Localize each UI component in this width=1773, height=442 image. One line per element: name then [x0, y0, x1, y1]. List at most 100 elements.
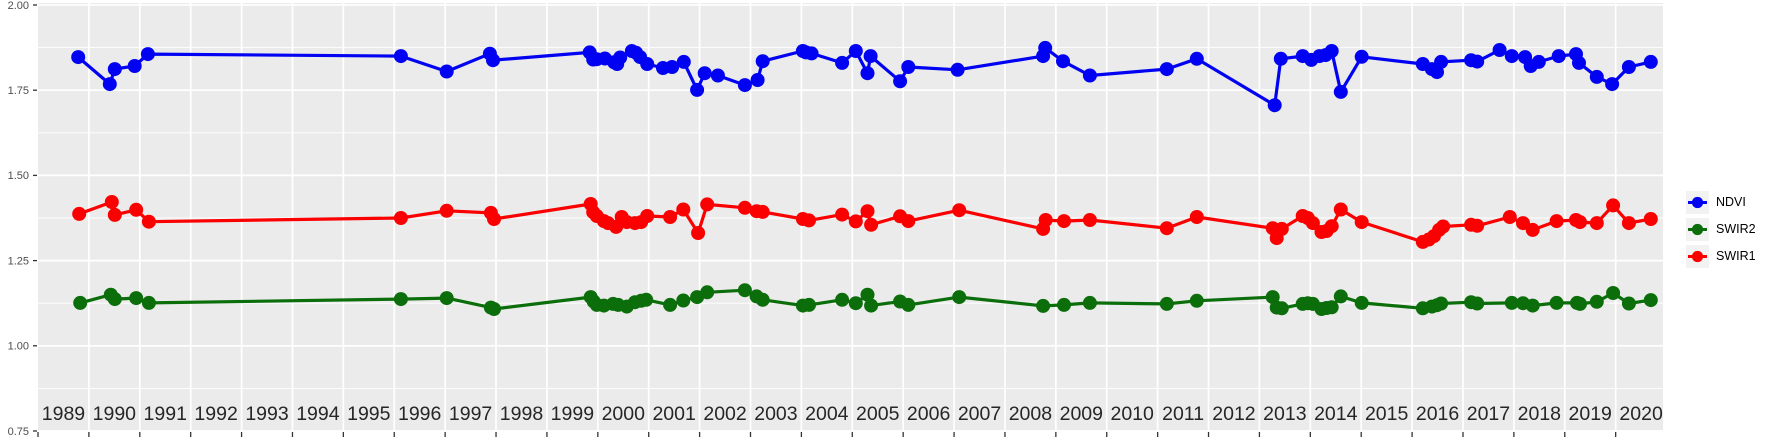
data-point-ndvi — [1504, 49, 1519, 64]
data-point-ndvi — [1267, 98, 1282, 113]
data-point-ndvi — [1643, 54, 1658, 69]
data-point-ndvi — [1589, 69, 1604, 84]
data-point-ndvi — [690, 82, 705, 97]
data-point-swir1 — [737, 200, 752, 215]
legend-item-swir2: SWIR2 — [1686, 218, 1756, 241]
legend-label: NDVI — [1716, 195, 1746, 210]
data-point-swir2 — [802, 297, 816, 312]
data-point-swir2 — [860, 287, 875, 302]
y-axis-label: 1.50 — [8, 170, 29, 182]
data-point-ndvi — [676, 54, 691, 69]
data-point-swir1 — [1525, 222, 1540, 237]
x-axis-year-label: 2006 — [907, 403, 950, 425]
data-point-swir1 — [901, 214, 916, 229]
data-point-ndvi — [710, 68, 725, 83]
x-axis-year-label: 2004 — [805, 403, 849, 425]
data-point-ndvi — [665, 60, 680, 74]
data-point-ndvi — [393, 49, 408, 64]
data-point-swir1 — [1324, 219, 1339, 234]
x-axis-year-label: 2015 — [1365, 403, 1409, 425]
data-point-ndvi — [1056, 54, 1070, 69]
data-point-swir1 — [802, 213, 816, 228]
data-point-ndvi — [755, 54, 770, 69]
data-point-swir1 — [1305, 216, 1320, 231]
data-point-swir2 — [1573, 296, 1587, 311]
x-axis-year-label: 2020 — [1619, 403, 1663, 425]
data-point-ndvi — [1434, 54, 1449, 69]
data-point-swir1 — [663, 210, 678, 224]
data-point-swir1 — [1159, 221, 1174, 236]
y-axis-label: 1.00 — [8, 341, 29, 353]
data-point-swir1 — [952, 203, 967, 218]
data-point-swir1 — [141, 214, 156, 229]
data-point-swir2 — [1606, 286, 1621, 300]
x-axis-year-label: 2010 — [1110, 403, 1154, 425]
data-point-ndvi — [107, 62, 122, 77]
data-point-ndvi — [804, 46, 819, 61]
data-point-ndvi — [127, 59, 142, 73]
legend-key-swatch — [1686, 218, 1709, 241]
legend-key-swatch — [1686, 245, 1709, 268]
x-axis-year-label: 2018 — [1518, 403, 1561, 425]
data-point-swir1 — [640, 209, 655, 223]
data-point-ndvi — [1470, 54, 1485, 69]
x-axis-year-label: 2008 — [1009, 403, 1052, 425]
x-axis-year-label: 1993 — [245, 403, 288, 425]
data-point-ndvi — [1159, 62, 1174, 77]
data-point-swir2 — [639, 292, 654, 307]
x-axis-year-label: 1990 — [93, 403, 137, 425]
data-point-swir1 — [1589, 216, 1604, 231]
data-point-ndvi — [863, 49, 878, 64]
x-axis-year-label: 2011 — [1162, 403, 1204, 425]
data-point-swir2 — [129, 291, 144, 306]
data-point-ndvi — [901, 60, 916, 74]
x-axis-year-label: 2001 — [652, 403, 695, 425]
data-point-swir2 — [1036, 298, 1051, 313]
y-axis-label: 1.75 — [8, 85, 29, 97]
chart-legend: NDVI SWIR2 SWIR1 — [1686, 191, 1756, 268]
data-point-swir2 — [1057, 297, 1071, 312]
data-point-swir1 — [129, 202, 144, 217]
data-point-ndvi — [750, 73, 765, 87]
data-point-swir2 — [73, 295, 88, 310]
data-point-ndvi — [1621, 60, 1636, 74]
data-point-ndvi — [1324, 44, 1339, 58]
data-point-swir2 — [1434, 296, 1449, 311]
legend-symbol-icon — [1688, 250, 1707, 263]
data-point-swir1 — [1082, 213, 1097, 227]
data-point-swir1 — [1038, 213, 1053, 227]
data-point-ndvi — [71, 50, 86, 65]
data-point-ndvi — [1605, 77, 1620, 92]
data-point-swir1 — [487, 212, 501, 226]
data-point-swir2 — [737, 283, 752, 298]
data-point-swir2 — [848, 296, 863, 311]
legend-key-swatch — [1686, 191, 1709, 214]
data-point-swir1 — [439, 203, 454, 218]
data-point-ndvi — [1038, 40, 1053, 55]
x-axis-year-label: 2002 — [703, 403, 746, 425]
data-point-swir2 — [1504, 295, 1519, 310]
data-point-swir1 — [835, 207, 850, 222]
x-axis-year-label: 2009 — [1060, 403, 1103, 425]
data-point-swir1 — [1573, 215, 1587, 230]
data-point-swir2 — [1159, 296, 1174, 311]
data-point-ndvi — [1273, 51, 1288, 66]
data-point-swir2 — [141, 295, 156, 310]
data-point-ndvi — [893, 74, 908, 89]
data-point-swir1 — [755, 204, 770, 219]
data-point-swir2 — [487, 302, 501, 316]
data-point-ndvi — [1492, 43, 1507, 57]
data-point-ndvi — [640, 57, 655, 71]
data-point-swir2 — [952, 290, 967, 305]
data-point-swir2 — [1274, 301, 1289, 316]
x-axis-year-label: 1995 — [347, 403, 391, 425]
x-axis-year-label: 2013 — [1263, 403, 1306, 425]
x-axis-year-label: 1994 — [296, 403, 340, 425]
data-point-ndvi — [1189, 51, 1204, 66]
data-point-swir2 — [700, 285, 715, 300]
data-point-swir2 — [1549, 295, 1564, 310]
x-axis-year-label: 2019 — [1569, 403, 1612, 425]
data-point-swir1 — [1189, 210, 1204, 224]
data-point-ndvi — [737, 78, 752, 93]
legend-symbol-icon — [1688, 223, 1707, 236]
